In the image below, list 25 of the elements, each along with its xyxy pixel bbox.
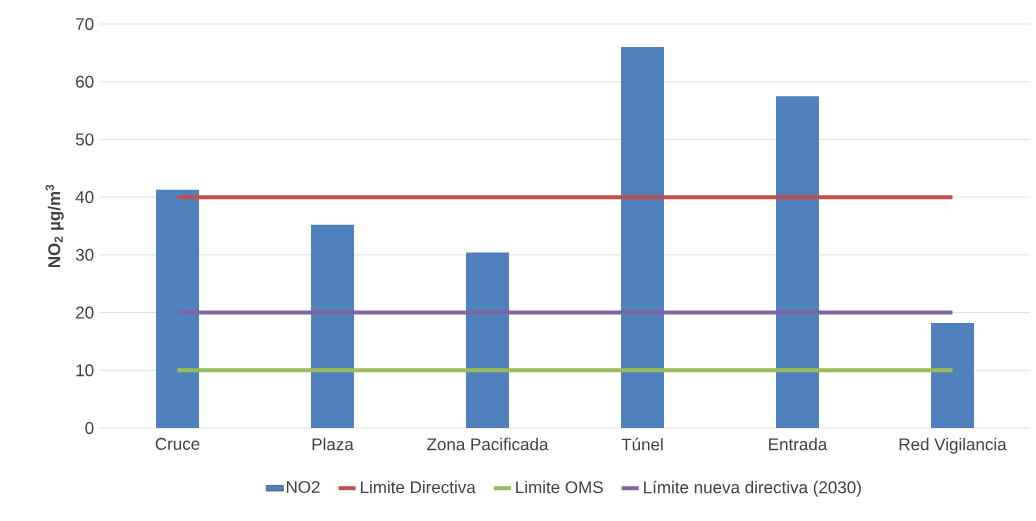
x-tick-label: Red Vigilancia [899,437,1007,454]
x-tick-label: Cruce [155,437,200,450]
x-tick-label: Plaza [312,437,354,451]
y-tick-label: 50 [75,133,94,146]
y-tick-label: 30 [75,248,94,261]
bar [776,96,819,428]
bar [156,189,200,428]
bar [621,47,664,428]
legend-label: Limite Directiva [360,480,476,494]
y-tick-label: 60 [76,75,94,88]
legend-label: Límite nueva directiva (2030) [644,480,861,497]
bar [931,322,974,428]
x-tick-label: Entrada [769,437,828,451]
x-tick-label: Zona Pacificada [427,437,549,451]
bar [466,252,509,428]
y-tick-label: 20 [76,306,94,319]
bar [311,224,355,428]
y-axis-title: NO$_{2}$ µg/m$^{3}$ [45,184,64,268]
y-tick-label: 10 [76,364,94,377]
y-tick-label: 70 [76,17,94,31]
legend-label: Limite OMS [516,480,603,494]
legend-label: NO2 [286,480,320,494]
y-tick-label: 0 [85,421,94,435]
y-tick-label: 40 [75,191,94,204]
x-tick-label: Túnel [621,437,663,451]
